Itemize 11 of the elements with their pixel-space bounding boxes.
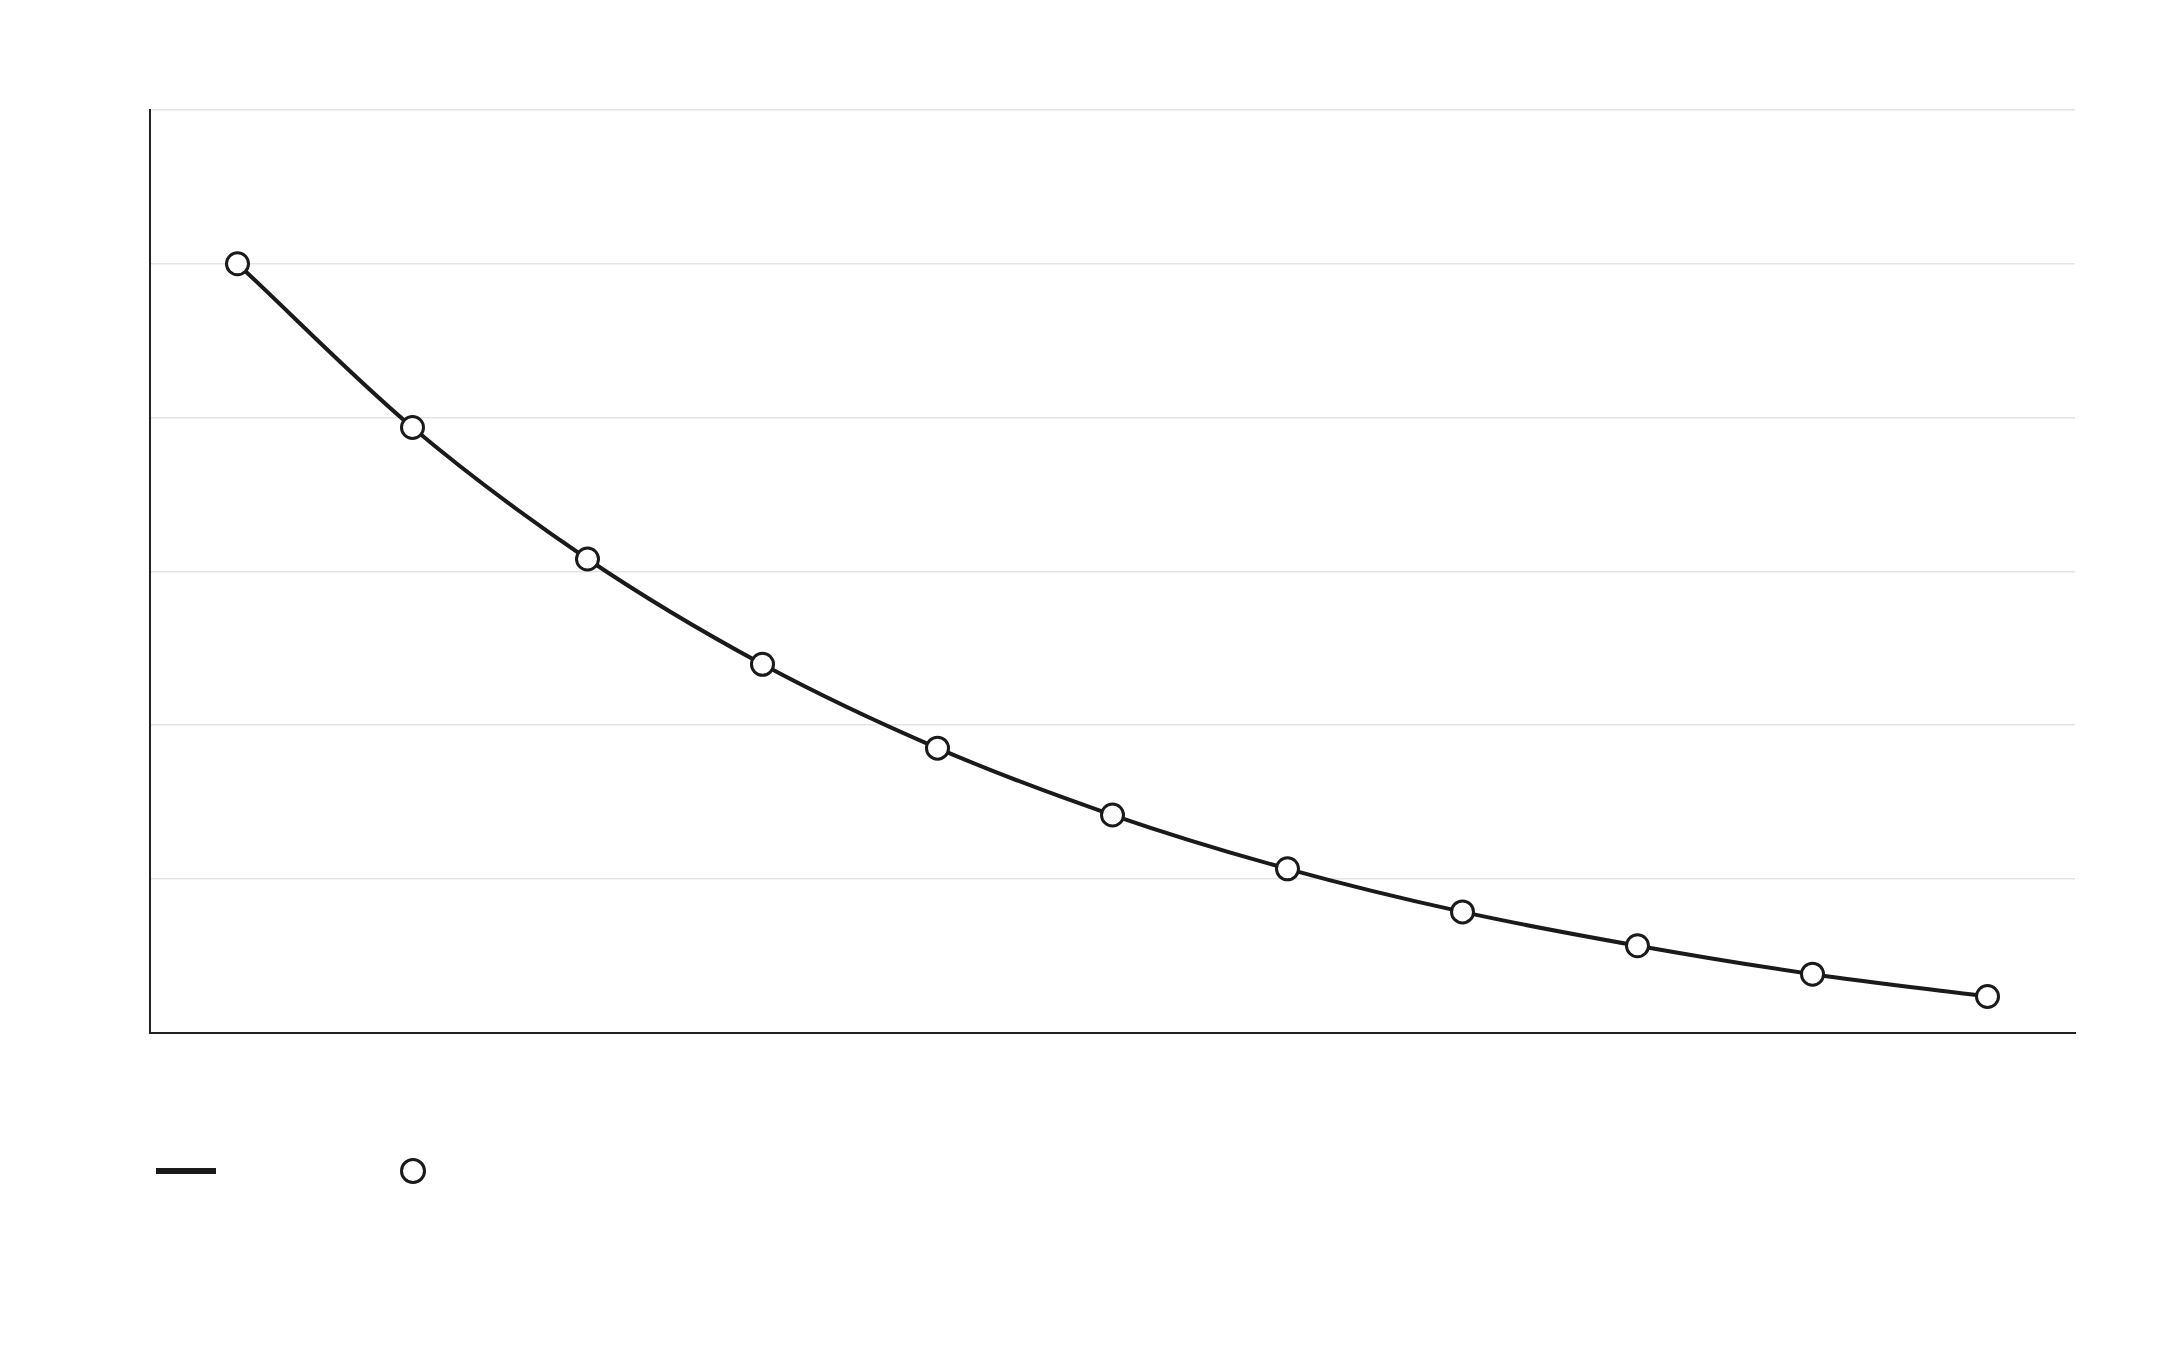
point xyxy=(575,546,600,572)
point xyxy=(1275,856,1300,882)
point xyxy=(1450,899,1475,925)
point xyxy=(1975,983,2000,1009)
point xyxy=(1800,961,1825,987)
point xyxy=(400,415,425,441)
point xyxy=(1625,933,1650,959)
point xyxy=(1100,802,1125,828)
point xyxy=(925,735,950,761)
point xyxy=(750,651,775,677)
point xyxy=(225,251,250,277)
